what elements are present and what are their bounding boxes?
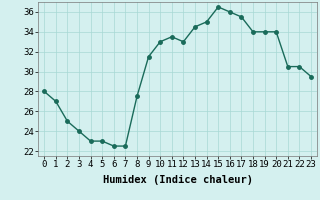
X-axis label: Humidex (Indice chaleur): Humidex (Indice chaleur) [103, 175, 252, 185]
